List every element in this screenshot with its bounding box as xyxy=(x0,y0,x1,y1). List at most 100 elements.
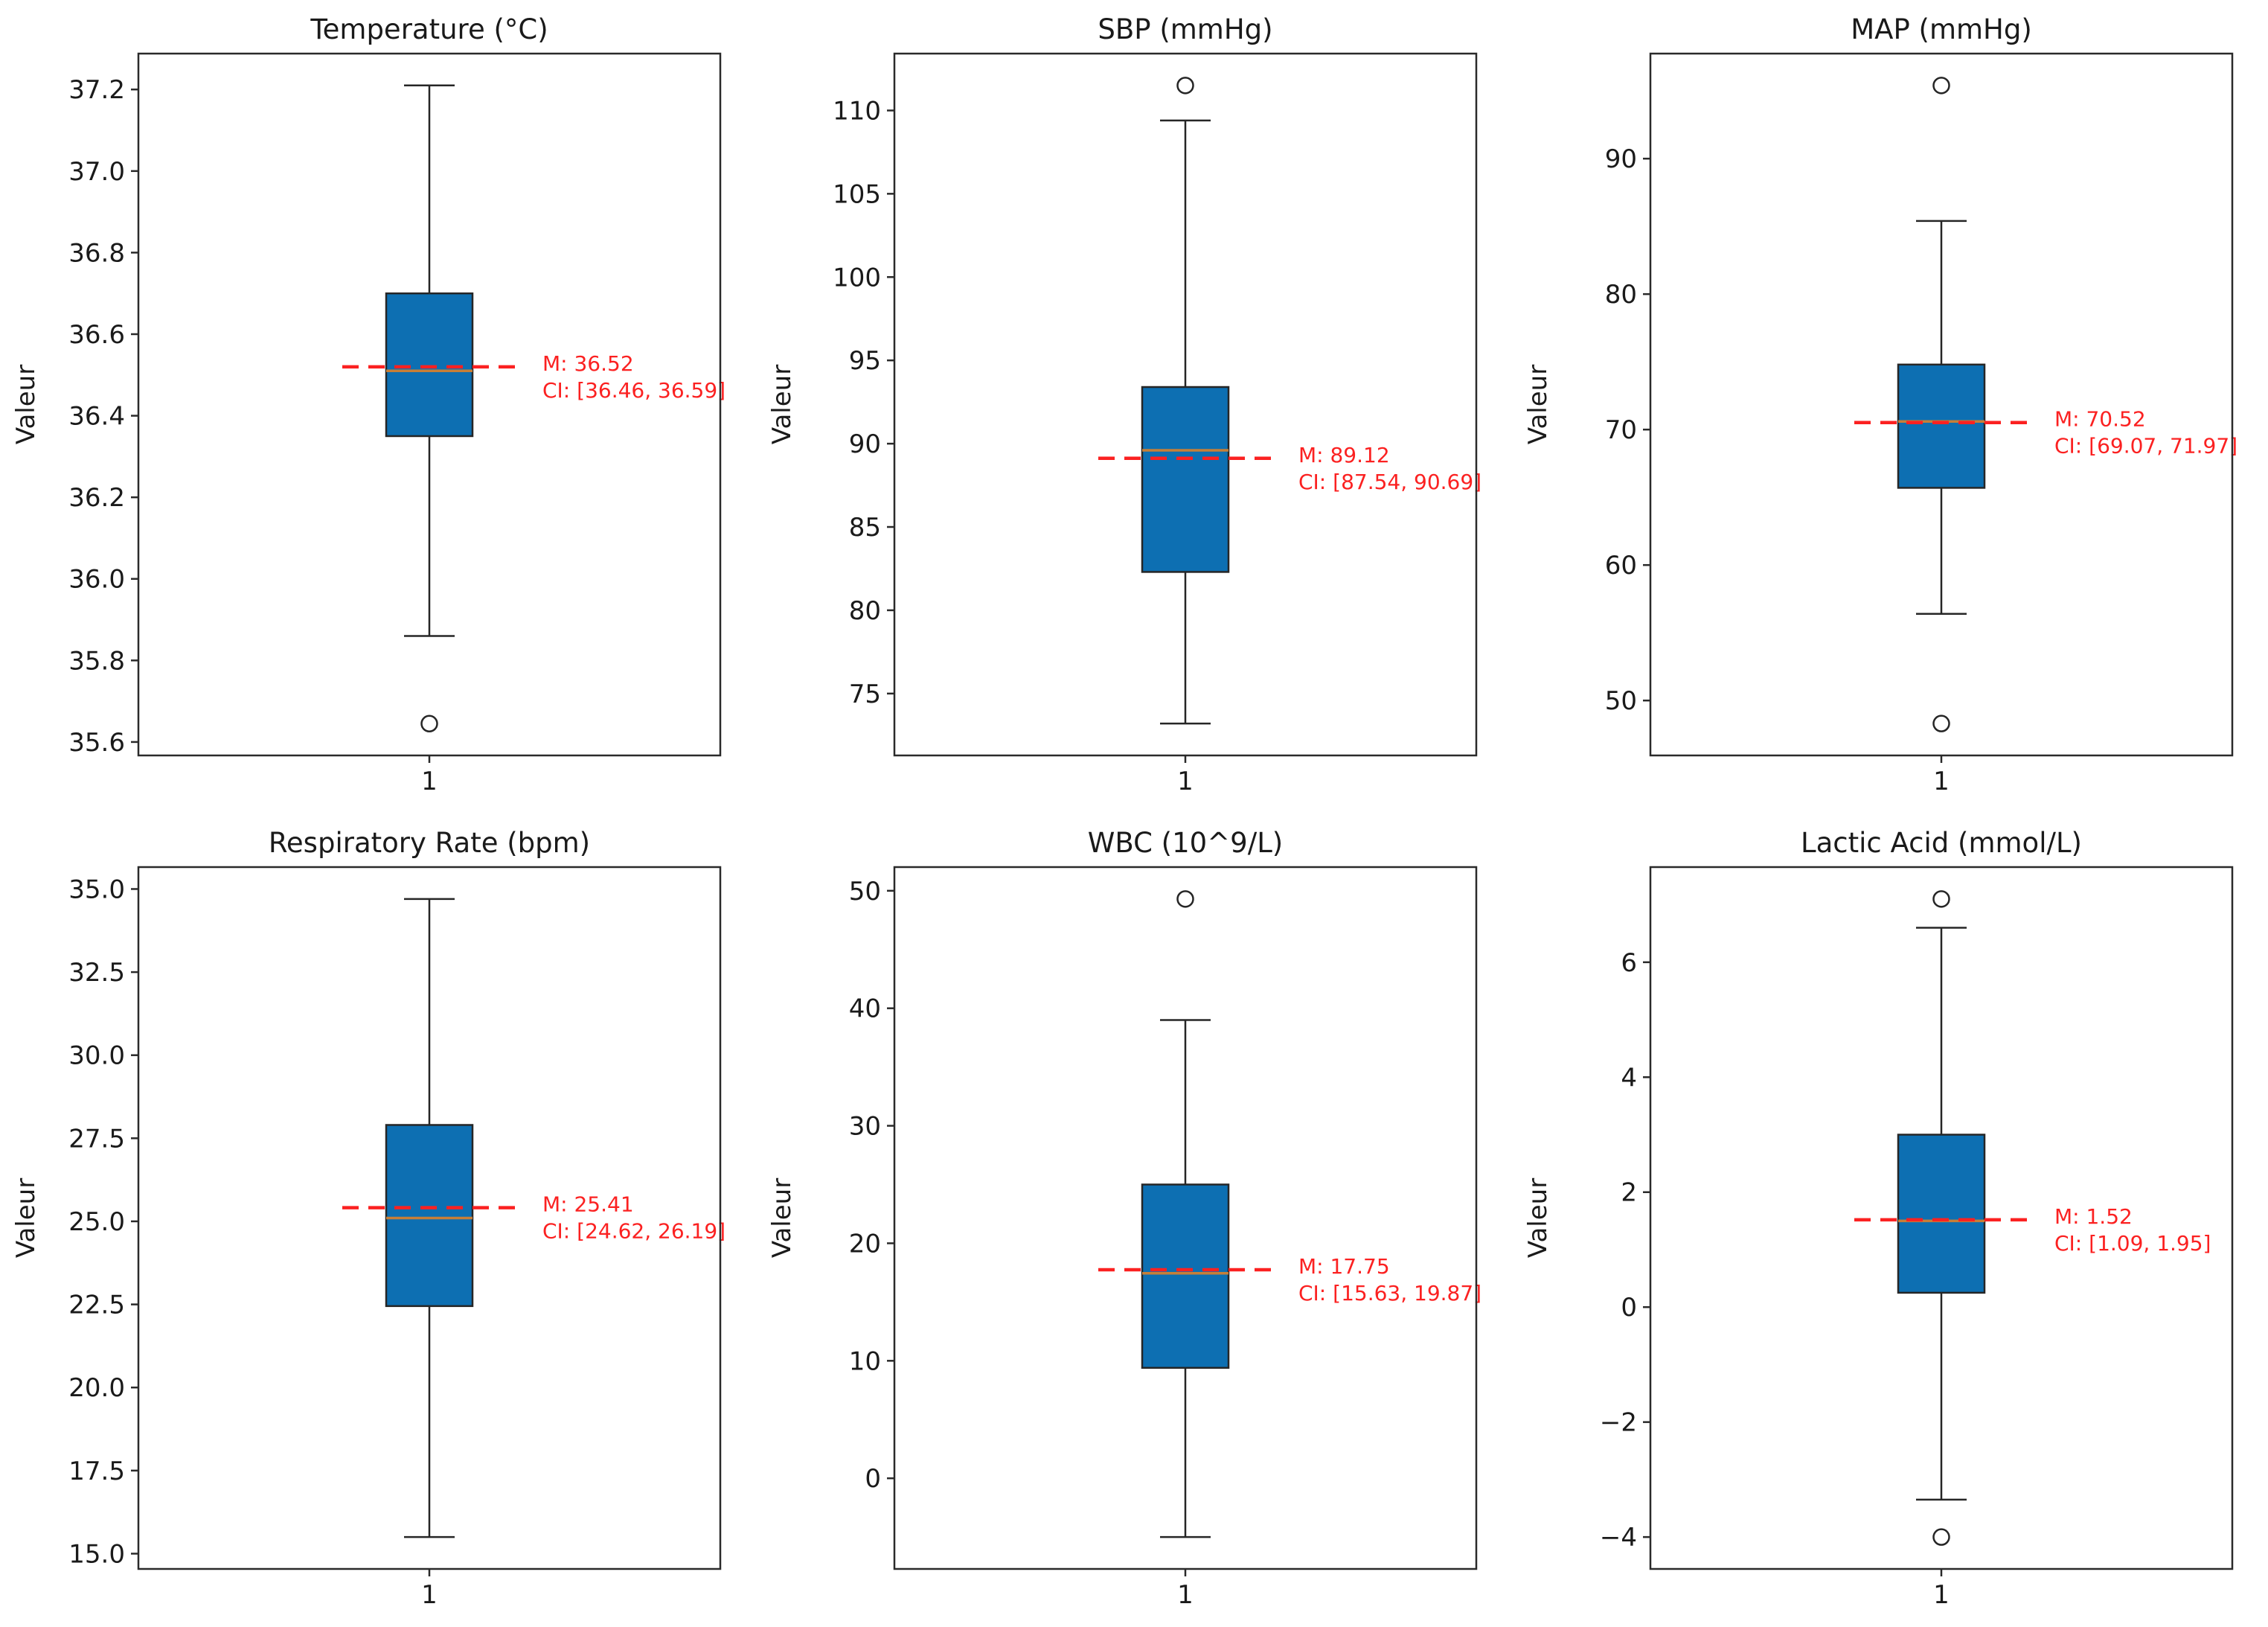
y-tick-label: 60 xyxy=(1605,551,1637,581)
y-tick-label: 35.8 xyxy=(68,646,125,676)
y-tick-label: 105 xyxy=(833,179,881,209)
y-tick-label: 90 xyxy=(849,429,881,459)
y-tick-label: 36.8 xyxy=(68,238,125,268)
box-rect xyxy=(1897,1134,1986,1294)
ci-annotation: CI: [15.63, 19.87] xyxy=(1298,1281,1481,1305)
plot-title: SBP (mmHg) xyxy=(1098,13,1272,45)
y-tick-label: 100 xyxy=(833,263,881,293)
x-tick-label: 1 xyxy=(1933,1580,1950,1610)
y-tick-label: 37.2 xyxy=(68,75,125,105)
y-tick-label: 36.0 xyxy=(68,565,125,595)
boxplot-temperature: Temperature (°C) Valeur 35.6 35.8 36.0 36.2 36… xyxy=(11,13,725,796)
y-tick-label: 36.2 xyxy=(68,483,125,513)
y-tick-label: 10 xyxy=(849,1346,881,1376)
y-tick-label: 85 xyxy=(849,513,881,543)
box-rect xyxy=(1141,1183,1230,1369)
outlier-marker xyxy=(1932,715,1950,732)
plot-frame xyxy=(137,866,722,1570)
y-tick-label: 36.4 xyxy=(68,402,125,432)
y-tick-label: 2 xyxy=(1621,1178,1637,1208)
plot-frame xyxy=(893,866,1478,1570)
plot-frame xyxy=(137,52,722,757)
mean-annotation: M: 17.75 xyxy=(1298,1254,1390,1279)
y-tick-label: 35.0 xyxy=(68,875,125,904)
y-tick-label: 15.0 xyxy=(68,1539,125,1569)
plot-title: MAP (mmHg) xyxy=(1851,13,2032,45)
box-rect xyxy=(385,1124,474,1308)
plot-title: WBC (10^9/L) xyxy=(1088,827,1284,859)
y-tick-label: 36.6 xyxy=(68,320,125,350)
ci-annotation: CI: [24.62, 26.19] xyxy=(542,1219,725,1244)
y-tick-label: −4 xyxy=(1600,1523,1637,1553)
x-tick-label: 1 xyxy=(421,767,438,796)
subplot-cell-respiratory-rate: Respiratory Rate (bpm) Valeur 15.0 17.5 20.0… xyxy=(0,814,756,1627)
y-tick-label: 30.0 xyxy=(68,1041,125,1071)
plot-frame xyxy=(1649,866,2234,1570)
boxplot-respiratory-rate: Respiratory Rate (bpm) Valeur 15.0 17.5 20.0… xyxy=(11,827,725,1610)
y-tick-label: 75 xyxy=(849,680,881,709)
outlier-marker xyxy=(1932,1528,1950,1546)
ci-annotation: CI: [87.54, 90.69] xyxy=(1298,470,1481,494)
x-tick-label: 1 xyxy=(421,1580,438,1610)
y-tick-label: 80 xyxy=(1605,280,1637,310)
boxplot-wbc: WBC (10^9/L) Valeur 0 10 20 30 40 50 1 M: 17.75CI… xyxy=(767,827,1481,1610)
y-axis-label: Valeur xyxy=(767,365,797,444)
y-tick-label: 35.6 xyxy=(68,728,125,758)
plot-frame xyxy=(893,52,1478,757)
y-tick-label: 90 xyxy=(1605,144,1637,174)
boxplot-sbp: SBP (mmHg) Valeur 75 80 85 90 95 100 105 110 1 M: 8… xyxy=(767,13,1481,796)
subplot-cell-sbp: SBP (mmHg) Valeur 75 80 85 90 95 100 105 110 1 M: 8… xyxy=(756,0,1512,814)
y-tick-label: −2 xyxy=(1600,1408,1637,1438)
ci-annotation: CI: [1.09, 1.95] xyxy=(2054,1231,2211,1256)
boxplot-lactic-acid: Lactic Acid (mmol/L) Valeur −4 −2 0 2 4 6 1 M: 1.… xyxy=(1523,827,2234,1610)
y-axis-label: Valeur xyxy=(11,365,41,444)
y-tick-label: 70 xyxy=(1605,415,1637,445)
outlier-marker xyxy=(1932,77,1950,95)
outlier-marker xyxy=(1176,890,1194,908)
y-tick-label: 27.5 xyxy=(68,1124,125,1154)
y-axis-label: Valeur xyxy=(1523,365,1553,444)
y-tick-label: 17.5 xyxy=(68,1457,125,1486)
subplot-cell-wbc: WBC (10^9/L) Valeur 0 10 20 30 40 50 1 M: 17.75 CI… xyxy=(756,814,1512,1627)
y-tick-label: 20.0 xyxy=(68,1373,125,1403)
y-tick-label: 30 xyxy=(849,1112,881,1142)
y-axis-label: Valeur xyxy=(1523,1178,1553,1258)
y-tick-label: 80 xyxy=(849,596,881,626)
plot-title: Temperature (°C) xyxy=(310,13,548,45)
plot-title: Respiratory Rate (bpm) xyxy=(269,827,590,859)
mean-annotation: M: 70.52 xyxy=(2054,407,2146,432)
outlier-marker xyxy=(1176,77,1194,95)
ci-annotation: CI: [69.07, 71.97] xyxy=(2054,434,2237,458)
x-tick-label: 1 xyxy=(1177,767,1194,796)
mean-annotation: M: 1.52 xyxy=(2054,1204,2133,1229)
y-tick-label: 0 xyxy=(1621,1293,1637,1323)
mean-annotation: M: 36.52 xyxy=(542,351,634,376)
x-tick-label: 1 xyxy=(1933,767,1950,796)
subplot-cell-map: MAP (mmHg) Valeur 50 60 70 80 90 1 M: 70.52 CI: [… xyxy=(1512,0,2268,814)
y-tick-label: 22.5 xyxy=(68,1291,125,1320)
mean-annotation: M: 89.12 xyxy=(1298,443,1390,467)
y-tick-label: 50 xyxy=(849,877,881,907)
x-tick-label: 1 xyxy=(1177,1580,1194,1610)
y-tick-label: 32.5 xyxy=(68,958,125,988)
subplot-cell-lactic-acid: Lactic Acid (mmol/L) Valeur −4 −2 0 2 4 6 1 M: 1.… xyxy=(1512,814,2268,1627)
y-tick-label: 20 xyxy=(849,1229,881,1259)
y-tick-label: 0 xyxy=(865,1464,881,1494)
y-tick-label: 50 xyxy=(1605,686,1637,716)
y-tick-label: 110 xyxy=(833,96,881,126)
y-axis-label: Valeur xyxy=(767,1178,797,1258)
y-tick-label: 4 xyxy=(1621,1063,1637,1093)
box-rect xyxy=(1897,363,1986,489)
mean-annotation: M: 25.41 xyxy=(542,1192,634,1217)
box-rect xyxy=(385,292,474,438)
y-tick-label: 40 xyxy=(849,994,881,1024)
y-axis-label: Valeur xyxy=(11,1178,41,1258)
outlier-marker xyxy=(420,715,438,733)
subplot-cell-temperature: Temperature (°C) Valeur 35.6 35.8 36.0 36.2 36… xyxy=(0,0,756,814)
y-tick-label: 37.0 xyxy=(68,157,125,187)
y-tick-label: 25.0 xyxy=(68,1207,125,1237)
plot-title: Lactic Acid (mmol/L) xyxy=(1801,827,2082,859)
y-tick-label: 6 xyxy=(1621,948,1637,978)
